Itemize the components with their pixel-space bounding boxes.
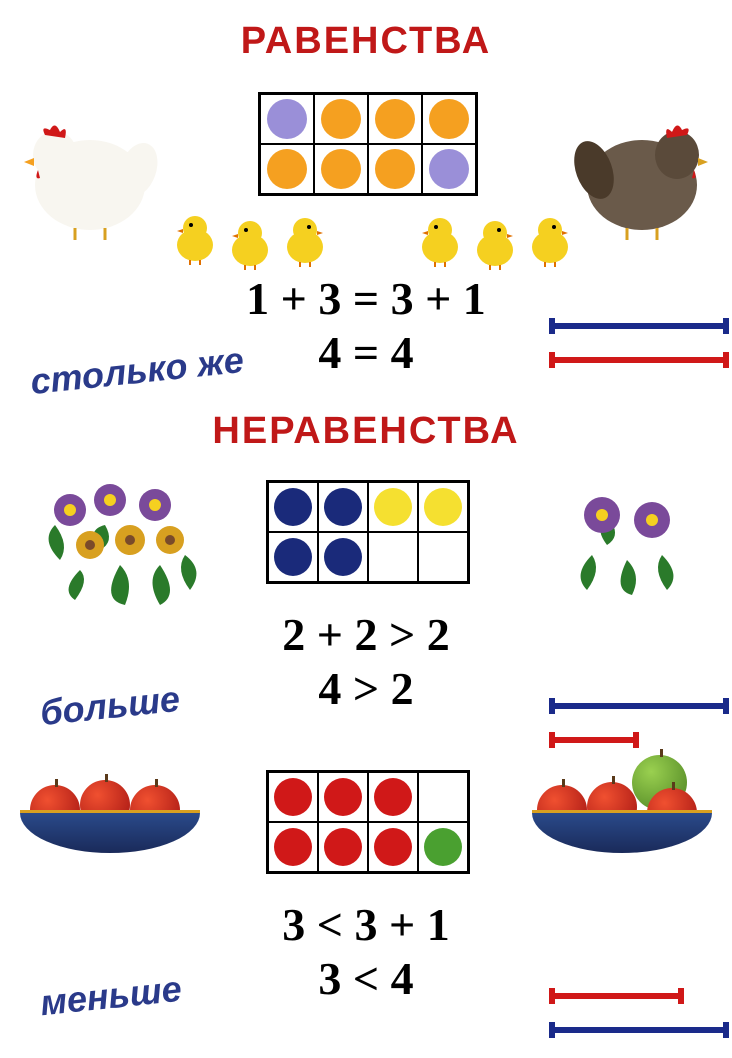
dot (375, 99, 415, 139)
dot-cell (368, 822, 418, 872)
dot-grid-2 (266, 480, 470, 584)
dot (324, 778, 362, 816)
dot-cell (368, 482, 418, 532)
title-inequalities: НЕРАВЕНСТВА (0, 410, 732, 453)
dot (374, 488, 412, 526)
bracket (549, 988, 684, 1004)
title-equalities: РАВЕНСТВА (0, 20, 732, 63)
chick (415, 212, 465, 272)
dot-cell (418, 822, 468, 872)
dot (324, 488, 362, 526)
dot-cell (418, 772, 468, 822)
dot-cell (422, 144, 476, 194)
bracket (549, 732, 639, 748)
bracket (549, 1022, 729, 1038)
dot-cell (318, 772, 368, 822)
dot-grid-3 (266, 770, 470, 874)
dot (321, 99, 361, 139)
dot-cell (260, 144, 314, 194)
dot-cell (260, 94, 314, 144)
dot-cell (268, 482, 318, 532)
dot-cell (318, 822, 368, 872)
dot-cell (318, 532, 368, 582)
chick (280, 212, 330, 272)
hen-grey (572, 110, 712, 245)
dot (424, 488, 462, 526)
equation-3-1: 3 < 3 + 1 (0, 898, 732, 951)
dot-cell (418, 532, 468, 582)
dot-cell (268, 772, 318, 822)
dot (374, 828, 412, 866)
dot (374, 778, 412, 816)
dot (267, 99, 307, 139)
dot-cell (314, 144, 368, 194)
bracket (549, 352, 729, 368)
chick (225, 215, 275, 275)
dot-cell (368, 532, 418, 582)
dot (274, 488, 312, 526)
dot-cell (268, 532, 318, 582)
dot-cell (268, 822, 318, 872)
dot-cell (422, 94, 476, 144)
hen-white (20, 110, 160, 245)
flowers-right (552, 475, 702, 605)
dot (424, 828, 462, 866)
bracket (549, 318, 729, 334)
bracket (549, 698, 729, 714)
dot (274, 828, 312, 866)
dot (375, 149, 415, 189)
dot (324, 828, 362, 866)
dot (267, 149, 307, 189)
chick (525, 212, 575, 272)
equation-2-1: 2 + 2 > 2 (0, 608, 732, 661)
dot (429, 99, 469, 139)
dot (324, 538, 362, 576)
chick (170, 210, 220, 270)
dot-cell (368, 144, 422, 194)
dot-cell (368, 94, 422, 144)
dot-cell (314, 94, 368, 144)
dot-cell (368, 772, 418, 822)
dot (274, 538, 312, 576)
chick (470, 215, 520, 275)
apples-right (532, 810, 712, 853)
dot (274, 778, 312, 816)
dot (429, 149, 469, 189)
dot (321, 149, 361, 189)
flowers-left (30, 470, 210, 610)
apples-left (20, 810, 200, 853)
dot-cell (318, 482, 368, 532)
dot-grid-1 (258, 92, 478, 196)
dot-cell (418, 482, 468, 532)
